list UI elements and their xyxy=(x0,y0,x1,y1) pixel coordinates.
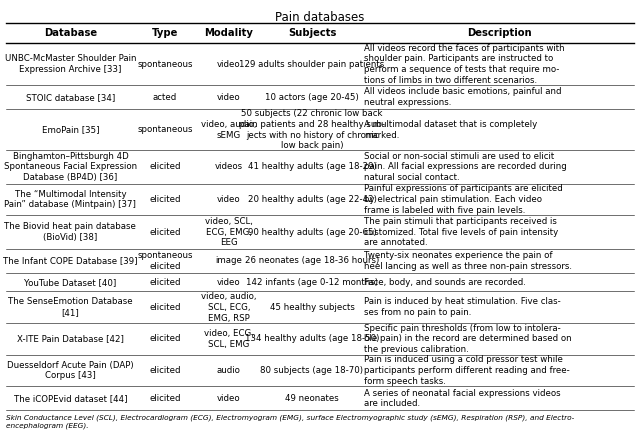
Text: Social or non-social stimuli are used to elicit
pain. All facial expressions are: Social or non-social stimuli are used to… xyxy=(364,152,567,182)
Text: spontaneous: spontaneous xyxy=(137,125,193,134)
Text: video, SCL,
ECG, EMG,
EEG: video, SCL, ECG, EMG, EEG xyxy=(205,217,253,247)
Text: Painful expressions of participants are elicited
by electrical pain stimulation.: Painful expressions of participants are … xyxy=(364,184,563,215)
Text: Specific pain thresholds (from low to intolera-
ble pain) in the record are dete: Specific pain thresholds (from low to in… xyxy=(364,323,572,354)
Text: Pain is induced using a cold pressor test while
participants perform different r: Pain is induced using a cold pressor tes… xyxy=(364,355,570,386)
Text: A series of neonatal facial expressions videos
are included.: A series of neonatal facial expressions … xyxy=(364,388,561,408)
Text: 50 subjects (22 chronic low back
pain patients and 28 healthy sub-
jects with no: 50 subjects (22 chronic low back pain pa… xyxy=(239,109,385,150)
Text: The “Multimodal Intensity
Pain” database (Mintpain) [37]: The “Multimodal Intensity Pain” database… xyxy=(4,190,136,209)
Text: video: video xyxy=(217,195,241,204)
Text: elicited: elicited xyxy=(149,195,180,204)
Text: spontaneous: spontaneous xyxy=(137,60,193,69)
Text: elicited: elicited xyxy=(149,162,180,171)
Text: STOIC database [34]: STOIC database [34] xyxy=(26,93,115,102)
Text: 129 adults shoulder pain patients: 129 adults shoulder pain patients xyxy=(239,60,385,69)
Text: Modality: Modality xyxy=(204,28,253,38)
Text: Database: Database xyxy=(44,28,97,38)
Text: elicited: elicited xyxy=(149,394,180,403)
Text: elicited: elicited xyxy=(149,278,180,287)
Text: video: video xyxy=(217,278,241,287)
Text: video: video xyxy=(217,394,241,403)
Text: Binghamton–Pittsburgh 4D
Spontaneous Facial Expression
Database (BP4D) [36]: Binghamton–Pittsburgh 4D Spontaneous Fac… xyxy=(4,152,137,182)
Text: UNBC-McMaster Shoulder Pain
Expression Archive [33]: UNBC-McMaster Shoulder Pain Expression A… xyxy=(4,54,136,74)
Text: video: video xyxy=(217,60,241,69)
Text: Type: Type xyxy=(152,28,178,38)
Text: 90 healthy adults (age 20-65): 90 healthy adults (age 20-65) xyxy=(248,227,376,236)
Text: videos: videos xyxy=(215,162,243,171)
Text: image: image xyxy=(216,256,242,265)
Text: Subjects: Subjects xyxy=(288,28,336,38)
Text: 20 healthy adults (age 22-42): 20 healthy adults (age 22-42) xyxy=(248,195,376,204)
Text: elicited: elicited xyxy=(149,366,180,375)
Text: The Infant COPE Database [39]: The Infant COPE Database [39] xyxy=(3,256,138,265)
Text: Pain databases: Pain databases xyxy=(275,11,365,24)
Text: video: video xyxy=(217,93,241,102)
Text: 26 neonates (age 18-36 hours): 26 neonates (age 18-36 hours) xyxy=(245,256,379,265)
Text: video, audio,
SCL, ECG,
EMG, RSP: video, audio, SCL, ECG, EMG, RSP xyxy=(201,292,257,323)
Text: Skin Conductance Level (SCL), Electrocardiogram (ECG), Electromyogram (EMG), sur: Skin Conductance Level (SCL), Electrocar… xyxy=(6,415,575,430)
Text: video, ECG,
SCL, EMG: video, ECG, SCL, EMG xyxy=(204,329,253,349)
Text: 49 neonates: 49 neonates xyxy=(285,394,339,403)
Text: Pain is induced by heat stimulation. Five clas-
ses from no pain to pain.: Pain is induced by heat stimulation. Fiv… xyxy=(364,297,561,317)
Text: elicited: elicited xyxy=(149,303,180,312)
Text: The iCOPEvid dataset [44]: The iCOPEvid dataset [44] xyxy=(13,394,127,403)
Text: A multimodal dataset that is completely
marked.: A multimodal dataset that is completely … xyxy=(364,120,538,139)
Text: 142 infants (age 0-12 months): 142 infants (age 0-12 months) xyxy=(246,278,378,287)
Text: 10 actors (age 20-45): 10 actors (age 20-45) xyxy=(265,93,359,102)
Text: All videos include basic emotions, painful and
neutral expressions.: All videos include basic emotions, painf… xyxy=(364,87,562,107)
Text: 80 subjects (age 18-70): 80 subjects (age 18-70) xyxy=(260,366,364,375)
Text: acted: acted xyxy=(153,93,177,102)
Text: video, audio,
sEMG: video, audio, sEMG xyxy=(201,120,257,139)
Text: EmoPain [35]: EmoPain [35] xyxy=(42,125,99,134)
Text: The SenseEmotion Database
[41]: The SenseEmotion Database [41] xyxy=(8,297,132,317)
Text: Twenty-six neonates experience the pain of
heel lancing as well as three non-pai: Twenty-six neonates experience the pain … xyxy=(364,251,572,271)
Text: Face, body, and sounds are recorded.: Face, body, and sounds are recorded. xyxy=(364,278,526,287)
Text: audio: audio xyxy=(217,366,241,375)
Text: elicited: elicited xyxy=(149,334,180,343)
Text: spontaneous
elicited: spontaneous elicited xyxy=(137,251,193,271)
Text: The Biovid heat pain database
(BioVid) [38]: The Biovid heat pain database (BioVid) [… xyxy=(4,222,136,242)
Text: YouTube Dataset [40]: YouTube Dataset [40] xyxy=(24,278,116,287)
Text: 134 healthy adults (age 18-50): 134 healthy adults (age 18-50) xyxy=(245,334,379,343)
Text: elicited: elicited xyxy=(149,227,180,236)
Text: All videos record the faces of participants with
shoulder pain. Participants are: All videos record the faces of participa… xyxy=(364,44,564,85)
Text: 45 healthy subjects: 45 healthy subjects xyxy=(269,303,355,312)
Text: X-ITE Pain Database [42]: X-ITE Pain Database [42] xyxy=(17,334,124,343)
Text: Description: Description xyxy=(467,28,531,38)
Text: 41 healthy adults (age 18-29): 41 healthy adults (age 18-29) xyxy=(248,162,376,171)
Text: Duesseldorf Acute Pain (DAP)
Corpus [43]: Duesseldorf Acute Pain (DAP) Corpus [43] xyxy=(7,361,134,380)
Text: The pain stimuli that participants received is
customized. Total five levels of : The pain stimuli that participants recei… xyxy=(364,217,559,247)
